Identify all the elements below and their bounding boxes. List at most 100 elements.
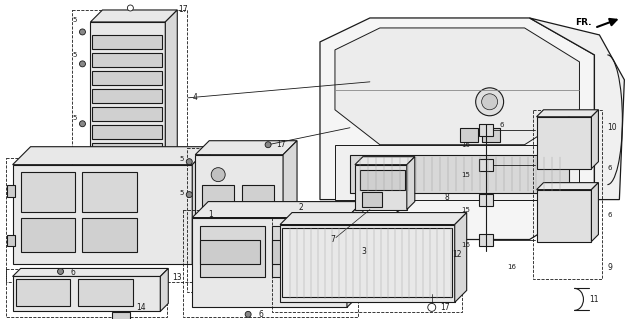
Polygon shape [165, 10, 177, 162]
Bar [272, 218, 462, 312]
Bar [92, 125, 162, 139]
Text: 13: 13 [172, 273, 182, 282]
Text: 7: 7 [330, 235, 335, 244]
Bar [7, 185, 14, 196]
Bar [282, 228, 452, 297]
Text: 5: 5 [179, 190, 183, 196]
Text: 3: 3 [362, 247, 367, 256]
Circle shape [80, 29, 85, 35]
Polygon shape [280, 225, 455, 302]
Bar [242, 185, 274, 227]
Polygon shape [355, 165, 407, 210]
Polygon shape [592, 110, 598, 169]
Bar [479, 124, 492, 136]
Bar [72, 10, 187, 185]
Bar [187, 148, 295, 292]
Bar [92, 107, 162, 121]
Circle shape [482, 94, 497, 110]
Polygon shape [592, 183, 598, 242]
Polygon shape [529, 18, 624, 200]
Circle shape [265, 142, 271, 148]
Bar [183, 210, 358, 317]
Text: 5: 5 [72, 17, 77, 23]
Bar [350, 155, 570, 193]
Polygon shape [407, 157, 415, 210]
Polygon shape [13, 147, 210, 165]
Text: 11: 11 [590, 295, 599, 304]
Bar [533, 110, 602, 279]
Polygon shape [455, 212, 467, 302]
Bar [82, 218, 138, 252]
Bar [112, 312, 131, 320]
Text: 10: 10 [607, 123, 617, 132]
Text: 16: 16 [462, 142, 471, 148]
Bar [479, 159, 492, 171]
Text: 6: 6 [607, 165, 612, 171]
Text: 6: 6 [258, 310, 263, 319]
Bar [360, 170, 405, 190]
Circle shape [475, 88, 504, 116]
Polygon shape [335, 145, 580, 200]
Text: 12: 12 [452, 250, 461, 259]
Bar [479, 234, 492, 245]
Circle shape [127, 5, 133, 11]
Text: 17: 17 [276, 140, 286, 149]
Polygon shape [355, 157, 415, 165]
Polygon shape [192, 202, 363, 218]
Text: 17: 17 [178, 5, 188, 14]
Bar [362, 192, 382, 207]
Text: FR.: FR. [575, 19, 592, 28]
Circle shape [80, 61, 85, 67]
Circle shape [211, 168, 225, 182]
Bar [272, 226, 337, 277]
Polygon shape [320, 18, 595, 239]
Circle shape [80, 121, 85, 127]
Polygon shape [283, 141, 297, 279]
Bar [482, 128, 500, 142]
Text: 5: 5 [72, 52, 77, 58]
Text: 15: 15 [462, 172, 470, 178]
Text: 9: 9 [607, 263, 612, 272]
Bar [78, 279, 133, 306]
Bar [6, 158, 205, 283]
Polygon shape [90, 22, 165, 162]
Bar [82, 172, 138, 212]
Bar [200, 239, 260, 264]
Polygon shape [90, 10, 177, 22]
Text: 16: 16 [507, 264, 517, 270]
Text: 5: 5 [72, 115, 77, 121]
Text: 8: 8 [445, 193, 450, 202]
Text: 5: 5 [179, 156, 183, 162]
Bar [21, 218, 75, 252]
Text: 16: 16 [462, 242, 471, 247]
Polygon shape [536, 183, 598, 190]
Text: 6: 6 [70, 268, 75, 277]
Bar [92, 89, 162, 103]
Polygon shape [347, 202, 363, 308]
Bar [7, 235, 14, 246]
Polygon shape [160, 268, 168, 311]
Circle shape [58, 268, 63, 275]
Polygon shape [192, 218, 347, 308]
Text: 6: 6 [500, 122, 504, 128]
Bar [92, 71, 162, 85]
Circle shape [187, 159, 192, 165]
Circle shape [187, 192, 192, 197]
Bar [202, 185, 234, 227]
Bar [92, 143, 162, 157]
Polygon shape [13, 268, 168, 276]
Circle shape [245, 311, 251, 317]
Bar [479, 194, 492, 205]
Bar [92, 35, 162, 49]
Polygon shape [280, 212, 467, 225]
Bar [16, 279, 70, 306]
Bar [6, 269, 167, 317]
Polygon shape [335, 28, 580, 145]
Bar [21, 172, 75, 212]
Polygon shape [536, 110, 598, 117]
Polygon shape [195, 141, 297, 155]
Text: 17: 17 [440, 303, 450, 312]
Polygon shape [195, 155, 283, 279]
Text: 6: 6 [607, 212, 612, 218]
Bar [92, 53, 162, 67]
